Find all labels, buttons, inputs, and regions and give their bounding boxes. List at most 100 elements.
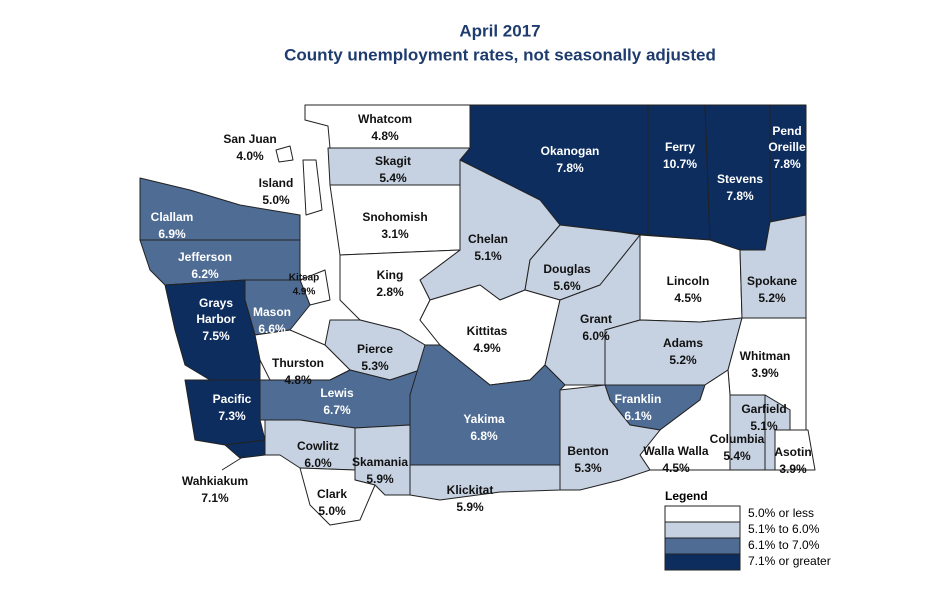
- county-name: Grant: [580, 312, 612, 326]
- county-name: Wahkiakum: [182, 474, 248, 488]
- county-value: 6.1%: [624, 409, 652, 423]
- county-name: Douglas: [543, 262, 591, 276]
- legend-title: Legend: [665, 489, 708, 503]
- county-value: 5.1%: [474, 249, 502, 263]
- county-name: Whatcom: [358, 112, 412, 126]
- county-name: Columbia: [710, 432, 765, 446]
- legend-swatch: [664, 505, 741, 523]
- county-name: Island: [259, 176, 294, 190]
- county-name: Benton: [567, 444, 608, 458]
- county-value: 4.5%: [662, 461, 690, 475]
- county-value: 7.1%: [201, 491, 229, 505]
- county-value: 5.2%: [669, 353, 697, 367]
- county-value: 6.0%: [304, 456, 332, 470]
- county-value: 7.3%: [218, 409, 246, 423]
- county-value: 3.9%: [751, 366, 779, 380]
- county-value: 6.2%: [191, 267, 219, 281]
- legend: Legend 5.0% or less 5.1% to 6.0% 6.1% to 7…: [664, 489, 831, 571]
- county-name: Mason: [253, 305, 291, 319]
- county-value: 6.9%: [158, 227, 186, 241]
- county-value: 3.9%: [779, 462, 807, 476]
- county-value: 7.8%: [773, 157, 801, 171]
- county-shape: [559, 384, 661, 491]
- county-value: 7.8%: [726, 189, 754, 203]
- map-subtitle: County unemployment rates, not seasonall…: [284, 45, 716, 64]
- county-name: San Juan: [223, 132, 276, 146]
- county-value: 6.7%: [323, 403, 351, 417]
- county-value: 6.8%: [470, 429, 498, 443]
- county-value: 6.6%: [258, 322, 286, 336]
- county-value: 5.4%: [379, 171, 407, 185]
- county-name: Pend Oreille: [768, 124, 806, 154]
- county-name: Franklin: [615, 392, 662, 406]
- county-name: Stevens: [717, 172, 763, 186]
- county-shape: [275, 145, 294, 163]
- county-value: 7.5%: [202, 329, 230, 343]
- county-name: Clallam: [151, 210, 194, 224]
- county-name: Skamania: [352, 455, 408, 469]
- county-value: 4.5%: [674, 291, 702, 305]
- map-title: April 2017: [459, 21, 540, 40]
- legend-label: 6.1% to 7.0%: [748, 538, 820, 552]
- county-name: Clark: [317, 487, 347, 501]
- county-name: Kittitas: [467, 324, 508, 338]
- county-name: Adams: [663, 336, 703, 350]
- county-name: Spokane: [747, 274, 797, 288]
- county-value: 4.9%: [293, 287, 316, 298]
- leader-line: [221, 454, 247, 471]
- county-value: 2.8%: [376, 285, 404, 299]
- county-name: Lincoln: [667, 274, 710, 288]
- county-name: Kitsap: [289, 273, 320, 284]
- legend-swatch: [664, 537, 741, 555]
- county-value: 5.0%: [318, 504, 346, 518]
- county-name: Pacific: [213, 392, 252, 406]
- county-value: 4.8%: [371, 129, 399, 143]
- county-value: 5.3%: [361, 359, 389, 373]
- county-name: Klickitat: [447, 483, 494, 497]
- legend-label: 5.1% to 6.0%: [748, 522, 820, 536]
- county-name: Snohomish: [362, 210, 427, 224]
- county-value: 7.8%: [556, 161, 584, 175]
- county-value: 5.6%: [553, 279, 581, 293]
- legend-label: 5.0% or less: [748, 506, 814, 520]
- legend-label: 7.1% or greater: [748, 554, 831, 568]
- county-name: Asotin: [774, 445, 811, 459]
- county-name: Okanogan: [541, 144, 600, 158]
- county-name: Whitman: [740, 349, 791, 363]
- county-value: 5.2%: [758, 291, 786, 305]
- legend-swatch: [664, 553, 741, 571]
- counties: [139, 104, 816, 526]
- county-name: Thurston: [272, 356, 324, 370]
- county-name: Jefferson: [178, 250, 232, 264]
- county-name: Pierce: [357, 342, 393, 356]
- county-value: 5.3%: [574, 461, 602, 475]
- county-shape: [299, 467, 376, 526]
- county-value: 5.9%: [366, 472, 394, 486]
- county-name: King: [377, 268, 404, 282]
- county-value: 5.0%: [262, 193, 290, 207]
- county-shape: [774, 429, 816, 471]
- county-shape: [164, 279, 261, 381]
- county-shape: [409, 464, 561, 501]
- county-value: 4.0%: [236, 149, 264, 163]
- county-name: Cowlitz: [297, 439, 339, 453]
- county-name: Lewis: [320, 386, 354, 400]
- county-shape: [224, 439, 266, 459]
- county-value: 5.4%: [723, 449, 751, 463]
- county-value: 3.1%: [381, 227, 409, 241]
- county-name: Skagit: [375, 154, 411, 168]
- county-name: Chelan: [468, 232, 508, 246]
- county-labels: Whatcom 4.8% San Juan 4.0% Skagit 5.4% Island 5…: [151, 112, 812, 518]
- county-name: Garfield: [741, 402, 786, 416]
- legend-swatch: [664, 521, 741, 539]
- county-value: 4.9%: [473, 341, 501, 355]
- county-name: Grays Harbor: [196, 296, 236, 326]
- county-value: 6.0%: [582, 329, 610, 343]
- county-shape: [647, 104, 711, 241]
- county-value: 10.7%: [663, 157, 697, 171]
- county-value: 4.8%: [284, 373, 312, 387]
- county-value: 5.1%: [750, 419, 778, 433]
- county-value: 5.9%: [456, 500, 484, 514]
- county-name: Yakima: [463, 412, 505, 426]
